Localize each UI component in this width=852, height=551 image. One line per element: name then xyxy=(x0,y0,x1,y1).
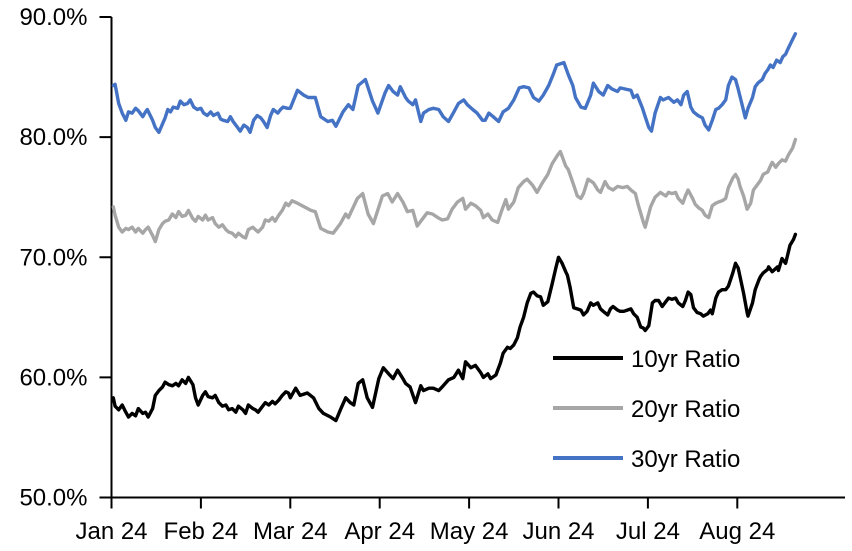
legend: 10yr Ratio 20yr Ratio 30yr Ratio xyxy=(553,346,740,473)
series-10yr-ratio xyxy=(111,232,798,423)
y-tick-label: 70.0% xyxy=(19,244,87,271)
legend-item-10yr-ratio: 10yr Ratio xyxy=(553,346,740,373)
x-tick-label: Feb 24 xyxy=(164,518,239,545)
series-30yr-ratio xyxy=(111,32,798,135)
x-tick-label: Jan 24 xyxy=(75,518,147,545)
x-tick-label: Aug 24 xyxy=(699,518,775,545)
series-20yr-ratio xyxy=(111,137,798,244)
x-tick-label: Apr 24 xyxy=(344,518,415,545)
legend-label: 10yr Ratio xyxy=(631,346,740,373)
axes: 90.0% 80.0% 70.0% 60.0% 50.0% Jan 24 Feb 24 Mar… xyxy=(19,4,845,545)
x-tick-label: Mar 24 xyxy=(253,518,328,545)
x-tick-label: Jun 24 xyxy=(522,518,594,545)
y-tick-label: 80.0% xyxy=(19,124,87,151)
x-tick-label: May 24 xyxy=(430,518,509,545)
legend-item-20yr-ratio: 20yr Ratio xyxy=(553,396,740,423)
y-tick-label: 50.0% xyxy=(19,485,87,512)
x-tick-label: Jul 24 xyxy=(616,518,680,545)
y-tick-label: 60.0% xyxy=(19,364,87,391)
legend-label: 30yr Ratio xyxy=(631,446,740,473)
legend-item-30yr-ratio: 30yr Ratio xyxy=(553,446,740,473)
y-tick-label: 90.0% xyxy=(19,4,87,31)
legend-label: 20yr Ratio xyxy=(631,396,740,423)
